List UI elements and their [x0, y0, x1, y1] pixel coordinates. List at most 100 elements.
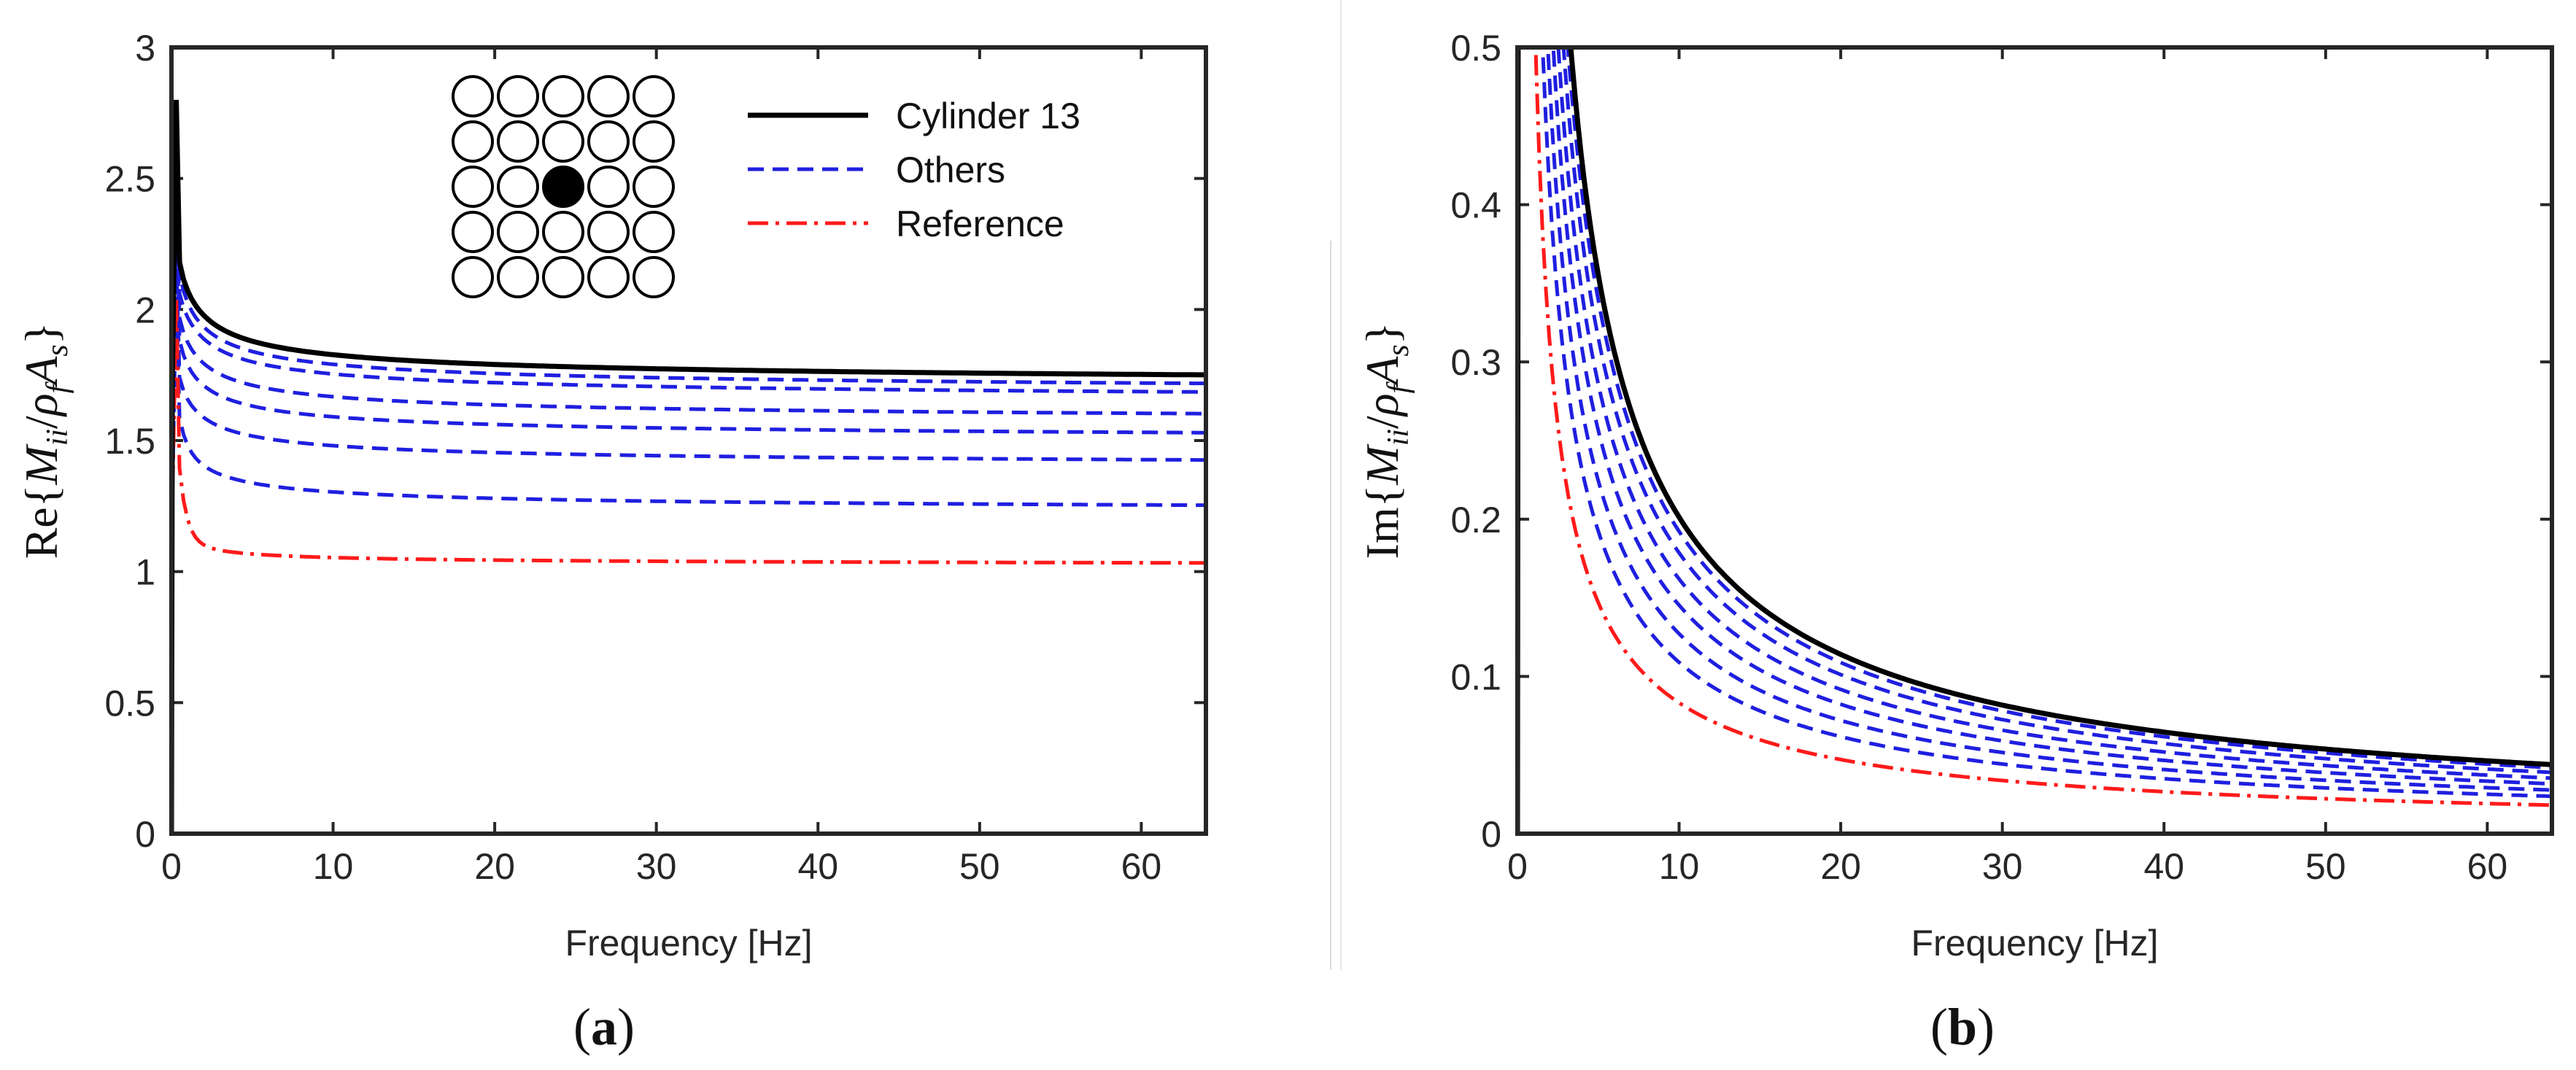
cylinder-marker — [497, 166, 539, 208]
b-ylabel-ii: ii — [1382, 429, 1415, 446]
x-tick-label: 40 — [797, 846, 838, 887]
y-tick-label: 1.5 — [104, 421, 155, 462]
y-tick-label: 0.4 — [1450, 185, 1501, 226]
b-y-axis-label: Im{Mii/ρfAs} — [1356, 322, 1415, 559]
series-line-others — [1517, 47, 2551, 834]
y-tick-label: 0 — [1481, 814, 1501, 855]
b-tick-label-layer: 0 10 20 30 40 50 60 0 0.1 0.2 0.3 0.4 0.5 — [1450, 28, 2507, 887]
b-ylabel-M: M — [1356, 443, 1408, 486]
cylinder-array-inset — [452, 75, 675, 298]
x-tick-label: 60 — [2467, 846, 2508, 887]
y-tick-label: 0.5 — [104, 683, 155, 724]
y-tick-label: 2.5 — [104, 159, 155, 200]
series-line-others — [171, 257, 1206, 834]
b-ylabel-rho: ρ — [1356, 393, 1408, 417]
a-x-axis-label: Frequency [Hz] — [565, 923, 812, 964]
y-tick-label: 0.5 — [1450, 28, 1501, 69]
series-line-others — [1517, 47, 2551, 834]
series-line-others — [1517, 47, 2552, 834]
x-tick-label: 0 — [1507, 846, 1528, 887]
a-caption: (a) — [573, 998, 635, 1056]
y-tick-label: 3 — [135, 28, 155, 69]
series-line-cylinder-13 — [1517, 47, 2552, 834]
cylinder-marker — [542, 75, 584, 117]
series-line-others — [171, 152, 1206, 834]
cylinder-marker — [587, 120, 630, 163]
cylinder-marker — [587, 75, 630, 117]
b-caption-open: ( — [1930, 998, 1948, 1056]
series-line-reference — [171, 296, 1206, 834]
a-ylabel-ii: ii — [41, 429, 74, 446]
series-line-others — [1517, 47, 2551, 834]
a-ylabel-suffix: } — [15, 322, 67, 345]
cylinder-marker — [587, 256, 630, 298]
cylinder-marker — [497, 256, 539, 298]
a-ylabel-M: M — [15, 443, 67, 486]
series-line-others — [1517, 47, 2552, 834]
x-tick-label: 60 — [1121, 846, 1162, 887]
x-tick-label: 50 — [959, 846, 1000, 887]
cylinder-marker — [633, 211, 675, 253]
b-caption-close: ) — [1977, 998, 1995, 1056]
b-ylabel-s: s — [1382, 344, 1415, 356]
legend-label-others: Others — [896, 150, 1005, 190]
x-tick-label: 10 — [1659, 846, 1700, 887]
x-tick-label: 0 — [161, 846, 182, 887]
cylinder-marker — [633, 75, 675, 117]
series-line-others — [171, 283, 1206, 834]
a-ylabel-A: A — [15, 356, 67, 388]
series-line-others — [1517, 47, 2552, 834]
b-series-layer — [1517, 47, 2552, 834]
x-tick-label: 30 — [636, 846, 677, 887]
series-group — [171, 99, 1206, 834]
b-ylabel-prefix: Im{ — [1356, 485, 1408, 559]
y-tick-label: 0.3 — [1450, 342, 1501, 383]
x-tick-label: 10 — [313, 846, 354, 887]
chart-panel-a: 0 10 20 30 40 50 60 0 0.5 1 1.5 2 2.5 3 Frequency [Hz… — [15, 28, 1208, 1056]
a-plot-frame — [169, 45, 1208, 836]
series-line-cylinder-13 — [171, 99, 1206, 834]
y-tick-label: 1 — [135, 552, 155, 593]
b-ylabel-slash: / — [1356, 416, 1408, 429]
cylinder-marker — [633, 256, 675, 298]
x-tick-label: 20 — [1820, 846, 1861, 887]
a-ylabel-s: s — [41, 344, 74, 356]
x-tick-label: 30 — [1982, 846, 2023, 887]
y-tick-label: 2 — [135, 290, 155, 330]
x-tick-label: 50 — [2305, 846, 2346, 887]
chart-panel-b: 0 10 20 30 40 50 60 0 0.1 0.2 0.3 0.4 0.5 Frequency … — [1356, 28, 2554, 1056]
cylinder-marker — [633, 166, 675, 208]
b-x-axis-label: Frequency [Hz] — [1911, 923, 2158, 964]
cylinder-marker — [452, 211, 494, 253]
cylinder-marker — [633, 120, 675, 163]
cylinder-marker — [497, 120, 539, 163]
cylinder-marker — [452, 256, 494, 298]
b-ylabel-suffix: } — [1356, 322, 1408, 345]
cylinder-marker — [542, 120, 584, 163]
cylinder-marker — [497, 211, 539, 253]
a-tick-label-layer: 0 10 20 30 40 50 60 0 0.5 1 1.5 2 2.5 3 — [104, 28, 1161, 887]
a-caption-letter: a — [591, 998, 617, 1056]
a-caption-open: ( — [573, 998, 591, 1056]
a-y-axis-label: Re{Mii/ρfAs} — [15, 322, 74, 559]
cylinder-marker — [542, 256, 584, 298]
series-line-reference — [1517, 47, 2551, 834]
cylinder-marker — [452, 75, 494, 117]
cylinder-marker — [587, 211, 630, 253]
cylinder-marker — [497, 75, 539, 117]
cylinder-marker — [452, 166, 494, 208]
b-caption: (b) — [1930, 998, 1995, 1056]
a-tick-layer — [170, 46, 1206, 835]
series-group — [1517, 47, 2552, 834]
cylinder-marker — [587, 166, 630, 208]
a-ylabel-slash: / — [15, 416, 67, 429]
cylinder-13-marker — [542, 166, 584, 208]
b-caption-letter: b — [1948, 998, 1977, 1056]
cylinder-marker — [452, 120, 494, 163]
x-tick-label: 20 — [474, 846, 515, 887]
a-caption-close: ) — [617, 998, 635, 1056]
y-tick-label: 0.2 — [1450, 500, 1501, 540]
series-line-others — [171, 204, 1206, 834]
legend-label-cylinder-13: Cylinder 13 — [896, 96, 1080, 136]
